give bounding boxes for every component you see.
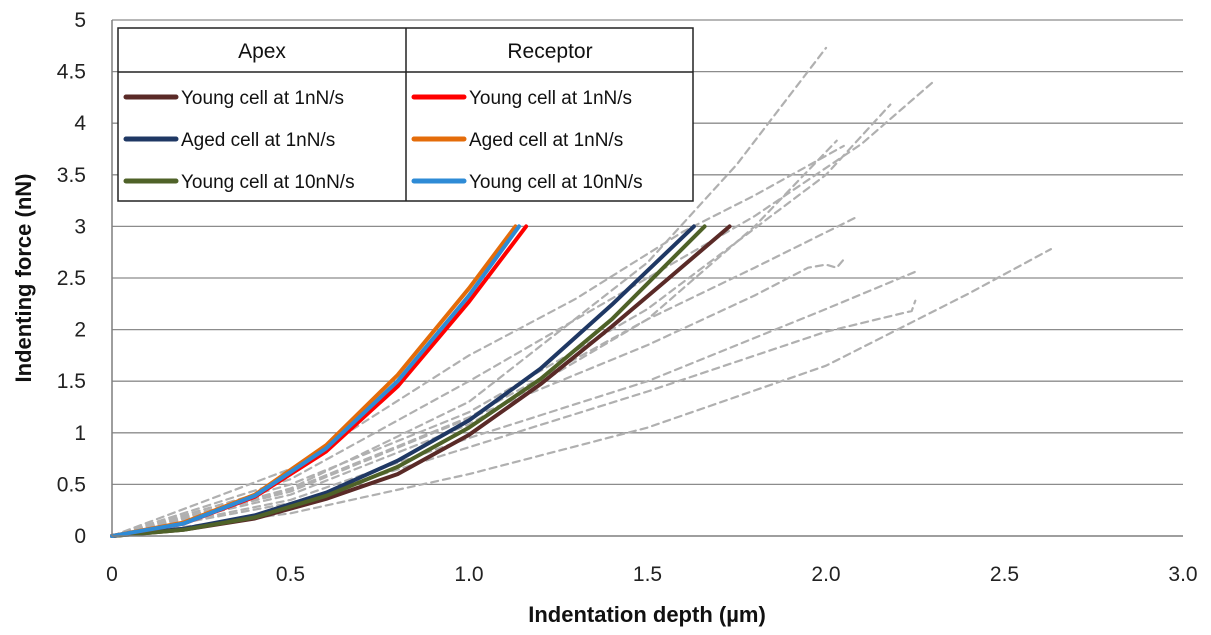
comparison-dashed-line <box>110 103 892 538</box>
x-tick-label: 3.0 <box>1168 563 1197 586</box>
y-tick-label: 1 <box>74 422 86 445</box>
legend-label: Aged cell at 1nN/s <box>469 130 623 151</box>
y-tick-label: 0 <box>74 525 86 548</box>
comparison-dashed-line <box>110 144 845 538</box>
legend-header-receptor: Receptor <box>507 40 592 63</box>
x-tick-label: 2.0 <box>811 563 840 586</box>
y-tick-label: 1.5 <box>57 370 86 393</box>
legend-header-apex: Apex <box>238 40 286 63</box>
x-tick-label: 1.0 <box>454 563 483 586</box>
legend-label: Young cell at 10nN/s <box>181 172 355 193</box>
y-tick-label: 4.5 <box>57 61 86 84</box>
comparison-dashed-line <box>110 217 856 538</box>
comparison-dashed-line <box>110 46 828 538</box>
legend-label: Young cell at 1nN/s <box>181 88 344 109</box>
y-tick-label: 3.5 <box>57 164 86 187</box>
comparison-dashed-line <box>110 80 935 538</box>
y-tick-label: 0.5 <box>57 473 86 496</box>
comparison-dashed-line <box>110 139 838 538</box>
comparison-dashed-line <box>110 270 917 538</box>
legend: Apex Receptor Young cell at 1nN/s Aged ce… <box>117 27 694 202</box>
x-tick-label: 1.5 <box>633 563 662 586</box>
tick-labels: 0 0.5 1 1.5 2 2.5 3 3.5 4 4.5 5 0 0.5 1.0 1.5 2.0 2.5 3.0 <box>57 9 1198 586</box>
legend-items: Young cell at 1nN/s Aged cell at 1nN/s You… <box>123 88 643 193</box>
plot-area <box>110 46 1053 538</box>
y-tick-label: 2.5 <box>57 267 86 290</box>
comparison-dashed-line <box>110 258 845 538</box>
y-axis-title: Indenting force (nN) <box>11 174 36 383</box>
legend-label: Young cell at 10nN/s <box>469 172 643 193</box>
legend-label: Young cell at 1nN/s <box>469 88 632 109</box>
y-tick-label: 3 <box>74 215 86 238</box>
y-tick-label: 2 <box>74 319 86 342</box>
x-tick-label: 0 <box>106 563 118 586</box>
axes <box>111 20 1183 537</box>
y-tick-label: 4 <box>74 112 86 135</box>
y-tick-label: 5 <box>74 9 86 32</box>
legend-label: Aged cell at 1nN/s <box>181 130 335 151</box>
comparison-dashed-line <box>110 248 1053 538</box>
series-line <box>110 224 521 538</box>
x-tick-label: 2.5 <box>990 563 1019 586</box>
x-tick-label: 0.5 <box>276 563 305 586</box>
x-axis-title: Indentation depth (µm) <box>528 602 766 627</box>
series-line <box>110 224 707 538</box>
